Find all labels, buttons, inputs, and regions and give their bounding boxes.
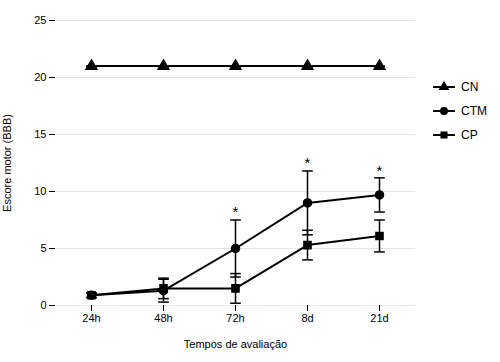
svg-text:21d: 21d [370,312,388,324]
svg-text:*: * [305,154,311,171]
svg-text:72h: 72h [226,312,244,324]
svg-text:Tempos de avaliação: Tempos de avaliação [184,338,287,350]
html-text:CN: CN [461,80,479,94]
svg-text:15: 15 [34,128,46,140]
html-text:CTM: CTM [461,104,487,118]
svg-text:48h: 48h [154,312,172,324]
svg-text:*: * [233,203,239,220]
svg-text:20: 20 [34,71,46,83]
svg-text:10: 10 [34,185,46,197]
svg-text:8d: 8d [301,312,313,324]
svg-text:Escore motor (BBB): Escore motor (BBB) [1,114,13,212]
svg-text:*: * [377,162,383,179]
svg-text:5: 5 [40,242,46,254]
svg-text:25: 25 [34,14,46,26]
svg-text:24h: 24h [82,312,100,324]
html-text:CP: CP [461,128,478,142]
svg-text:0: 0 [40,299,46,311]
